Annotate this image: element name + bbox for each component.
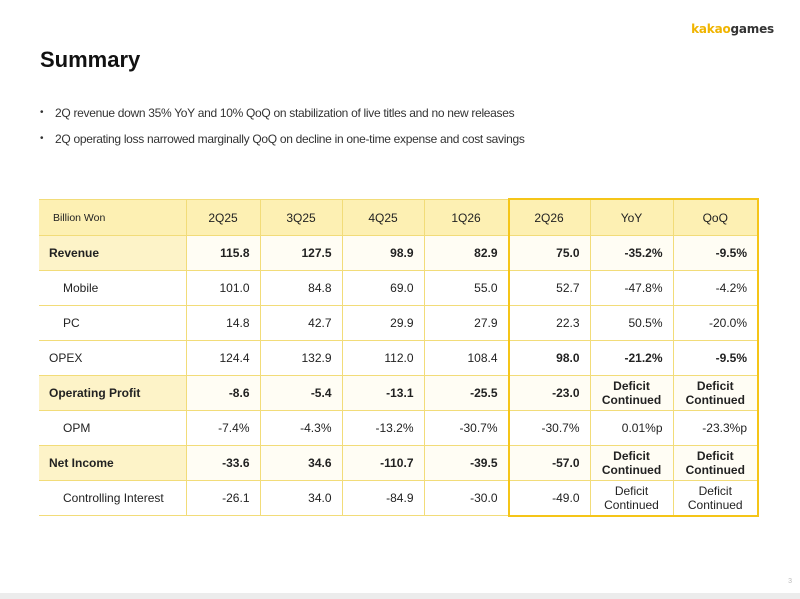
table-cell: -4.2% (672, 270, 757, 306)
table-row-operating-profit: Operating Profit -8.6 -5.4 -13.1 -25.5 -… (39, 375, 757, 411)
table-cell-qoq: Deficit Continued (672, 480, 757, 516)
table-cell: -13.2% (341, 410, 424, 446)
column-header-3q25: 3Q25 (259, 199, 342, 236)
table-cell: 69.0 (341, 270, 424, 306)
table-cell: -23.0 (507, 375, 590, 411)
table-cell: 132.9 (259, 340, 342, 376)
column-header-2q25: 2Q25 (185, 199, 260, 236)
row-label: OPM (39, 410, 186, 446)
column-header-4q25: 4Q25 (341, 199, 424, 236)
table-cell: -33.6 (185, 445, 260, 481)
summary-bullets: 2Q revenue down 35% YoY and 10% QoQ on s… (40, 104, 525, 156)
row-label: Revenue (39, 235, 186, 271)
kakaogames-logo: kakaogames (691, 22, 774, 36)
table-cell: 55.0 (423, 270, 508, 306)
table-cell-yoy: Deficit Continued (589, 445, 673, 481)
table-cell: 0.01%p (589, 410, 673, 446)
table-cell: 52.7 (507, 270, 590, 306)
table-cell: -7.4% (185, 410, 260, 446)
table-cell: 115.8 (185, 235, 260, 271)
bullet-item: 2Q revenue down 35% YoY and 10% QoQ on s… (40, 104, 525, 130)
table-cell: 14.8 (185, 305, 260, 341)
table-cell: 34.0 (259, 480, 342, 516)
table-row-revenue: Revenue 115.8 127.5 98.9 82.9 75.0 -35.2… (39, 235, 757, 271)
table-cell: 22.3 (507, 305, 590, 341)
table-cell: -20.0% (672, 305, 757, 341)
table-cell: 82.9 (423, 235, 508, 271)
table-cell: 127.5 (259, 235, 342, 271)
table-cell: -30.0 (423, 480, 508, 516)
table-cell: -13.1 (341, 375, 424, 411)
column-header-yoy: YoY (589, 199, 673, 236)
table-cell-qoq: Deficit Continued (672, 445, 757, 481)
table-cell: -84.9 (341, 480, 424, 516)
table-cell: 101.0 (185, 270, 260, 306)
table-row-mobile: Mobile 101.0 84.8 69.0 55.0 52.7 -47.8% … (39, 270, 757, 306)
financial-summary-table: Billion Won 2Q25 3Q25 4Q25 1Q26 2Q26 YoY… (39, 199, 757, 516)
table-cell-yoy: Deficit Continued (589, 375, 673, 411)
column-header-qoq: QoQ (672, 199, 757, 236)
table-cell: -30.7% (507, 410, 590, 446)
table-cell: 27.9 (423, 305, 508, 341)
row-label: OPEX (39, 340, 186, 376)
page-number: 3 (788, 578, 792, 585)
page-title: Summary (40, 47, 141, 72)
table-cell: 42.7 (259, 305, 342, 341)
table-row-opm: OPM -7.4% -4.3% -13.2% -30.7% -30.7% 0.0… (39, 410, 757, 446)
table-cell: -25.5 (423, 375, 508, 411)
table-cell: -57.0 (507, 445, 590, 481)
table-cell-qoq: Deficit Continued (672, 375, 757, 411)
row-label: Controlling Interest (39, 480, 186, 516)
column-header-2q26: 2Q26 (507, 199, 590, 236)
column-header-1q26: 1Q26 (423, 199, 508, 236)
table-row-net-income: Net Income -33.6 34.6 -110.7 -39.5 -57.0… (39, 445, 757, 481)
row-label: PC (39, 305, 186, 341)
table-cell: 50.5% (589, 305, 673, 341)
table-cell: -8.6 (185, 375, 260, 411)
table-cell: -21.2% (589, 340, 673, 376)
row-label: Net Income (39, 445, 186, 481)
table-cell: 108.4 (423, 340, 508, 376)
table-cell: 98.9 (341, 235, 424, 271)
table-cell: -30.7% (423, 410, 508, 446)
table-row-opex: OPEX 124.4 132.9 112.0 108.4 98.0 -21.2%… (39, 340, 757, 376)
table-cell: -23.3%p (672, 410, 757, 446)
table-cell-yoy: Deficit Continued (589, 480, 673, 516)
table-cell: -47.8% (589, 270, 673, 306)
table-cell: -9.5% (672, 340, 757, 376)
table-cell: -49.0 (507, 480, 590, 516)
table-row-pc: PC 14.8 42.7 29.9 27.9 22.3 50.5% -20.0% (39, 305, 757, 341)
table-cell: 112.0 (341, 340, 424, 376)
table-cell: 75.0 (507, 235, 590, 271)
table-cell: -110.7 (341, 445, 424, 481)
table-cell: 98.0 (507, 340, 590, 376)
table-cell: -5.4 (259, 375, 342, 411)
row-label: Mobile (39, 270, 186, 306)
table-cell: -35.2% (589, 235, 673, 271)
table-cell: -39.5 (423, 445, 508, 481)
table-cell: 34.6 (259, 445, 342, 481)
table-cell: 84.8 (259, 270, 342, 306)
table-header-row: Billion Won 2Q25 3Q25 4Q25 1Q26 2Q26 YoY… (39, 199, 757, 236)
table-cell: -9.5% (672, 235, 757, 271)
bottom-bar (0, 593, 800, 599)
row-label: Operating Profit (39, 375, 186, 411)
table-row-controlling-interest: Controlling Interest -26.1 34.0 -84.9 -3… (39, 480, 757, 516)
table-cell: 124.4 (185, 340, 260, 376)
table-cell: -26.1 (185, 480, 260, 516)
table-cell: 29.9 (341, 305, 424, 341)
column-header-unit: Billion Won (39, 199, 186, 236)
table-cell: -4.3% (259, 410, 342, 446)
bullet-item: 2Q operating loss narrowed marginally Qo… (40, 130, 525, 156)
